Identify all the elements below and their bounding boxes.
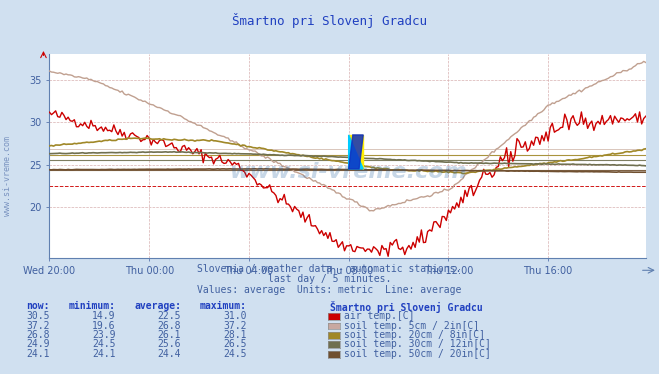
Text: 28.1: 28.1 — [223, 330, 247, 340]
Text: soil temp. 20cm / 8in[C]: soil temp. 20cm / 8in[C] — [344, 330, 485, 340]
Text: 24.1: 24.1 — [92, 349, 115, 359]
Text: average:: average: — [134, 301, 181, 311]
Text: 31.0: 31.0 — [223, 311, 247, 321]
Text: soil temp. 5cm / 2in[C]: soil temp. 5cm / 2in[C] — [344, 321, 479, 331]
Text: www.si-vreme.com: www.si-vreme.com — [229, 162, 467, 183]
Text: air temp.[C]: air temp.[C] — [344, 311, 415, 321]
Text: Šmartno pri Slovenj Gradcu: Šmartno pri Slovenj Gradcu — [232, 13, 427, 28]
Text: last day / 5 minutes.: last day / 5 minutes. — [268, 274, 391, 284]
Text: 24.9: 24.9 — [26, 339, 49, 349]
Text: Šmartno pri Slovenj Gradcu: Šmartno pri Slovenj Gradcu — [330, 301, 482, 313]
Text: 24.5: 24.5 — [223, 349, 247, 359]
Polygon shape — [349, 135, 363, 169]
Text: 26.8: 26.8 — [158, 321, 181, 331]
Text: soil temp. 30cm / 12in[C]: soil temp. 30cm / 12in[C] — [344, 339, 491, 349]
Text: 30.5: 30.5 — [26, 311, 49, 321]
Text: 19.6: 19.6 — [92, 321, 115, 331]
Text: 37.2: 37.2 — [26, 321, 49, 331]
Text: Values: average  Units: metric  Line: average: Values: average Units: metric Line: aver… — [197, 285, 462, 295]
Text: 26.5: 26.5 — [223, 339, 247, 349]
Text: soil temp. 50cm / 20in[C]: soil temp. 50cm / 20in[C] — [344, 349, 491, 359]
Text: 14.9: 14.9 — [92, 311, 115, 321]
Text: Slovenia / weather data - automatic stations.: Slovenia / weather data - automatic stat… — [197, 264, 462, 274]
Polygon shape — [349, 135, 363, 169]
Polygon shape — [349, 135, 363, 169]
Text: maximum:: maximum: — [200, 301, 247, 311]
Text: 37.2: 37.2 — [223, 321, 247, 331]
Text: 24.5: 24.5 — [92, 339, 115, 349]
Text: now:: now: — [26, 301, 49, 311]
Text: 23.9: 23.9 — [92, 330, 115, 340]
Text: 22.5: 22.5 — [158, 311, 181, 321]
Text: minimum:: minimum: — [69, 301, 115, 311]
Text: 24.1: 24.1 — [26, 349, 49, 359]
Text: 24.4: 24.4 — [158, 349, 181, 359]
Text: www.si-vreme.com: www.si-vreme.com — [3, 136, 13, 216]
Text: 26.8: 26.8 — [26, 330, 49, 340]
Text: 25.6: 25.6 — [158, 339, 181, 349]
Text: 26.1: 26.1 — [158, 330, 181, 340]
